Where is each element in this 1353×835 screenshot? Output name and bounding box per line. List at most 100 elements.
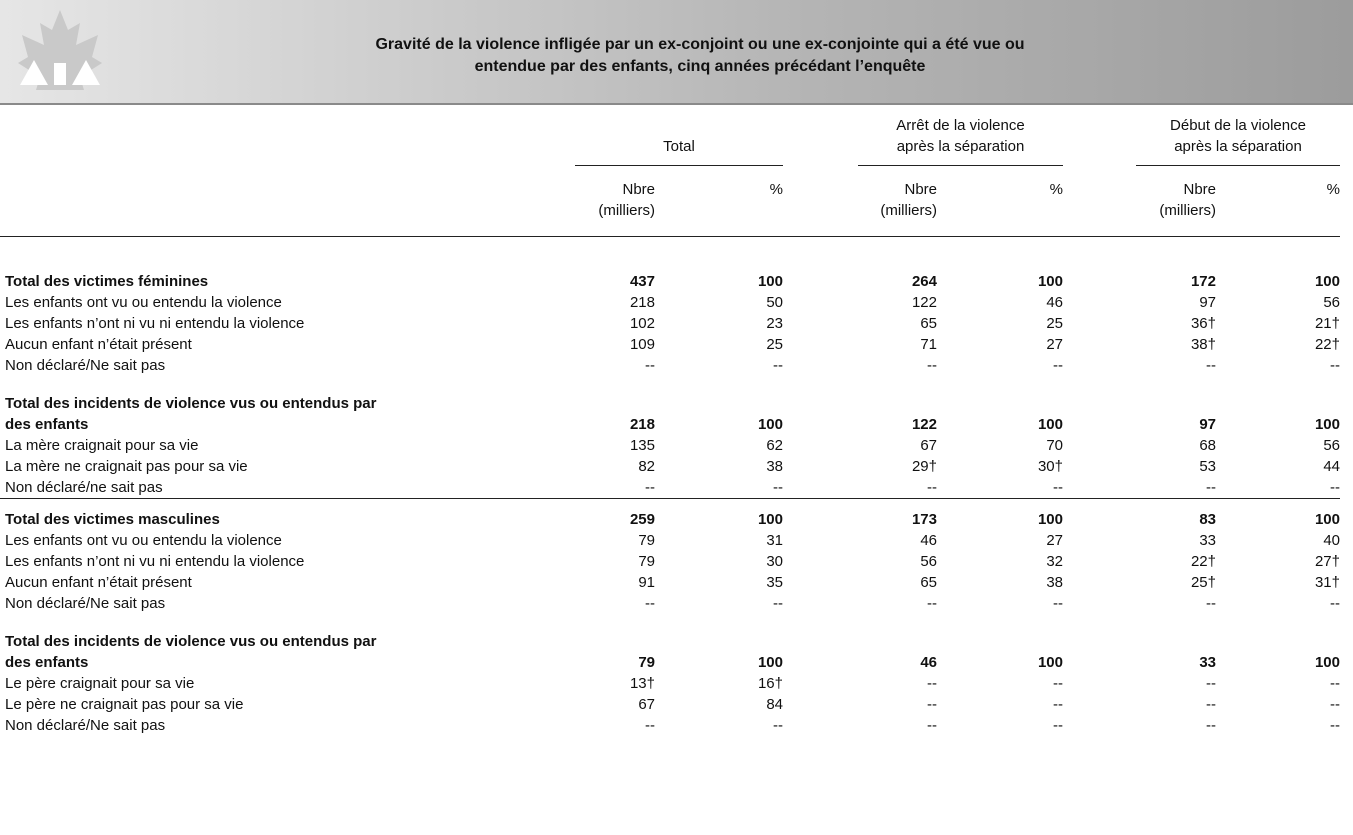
cell: 100 [1037,416,1063,433]
row-label: Aucun enfant n’était présent [5,336,192,353]
cell: 100 [1037,511,1063,528]
cell: 33 [1199,532,1216,549]
cell: 79 [638,654,655,671]
cell: 22† [1314,336,1340,353]
cell: 56 [1323,294,1340,311]
sub-header: % [769,181,783,198]
cell: -- [773,717,783,734]
cell: 122 [911,294,937,311]
group-header: Début de la violence après la séparation [1170,117,1306,155]
cell: 264 [911,273,937,290]
cell: 97 [1199,416,1216,433]
cell: 46 [920,532,937,549]
sub-header: Nbre (milliers) [1159,181,1216,219]
row-label: Le père ne craignait pas pour sa vie [5,696,244,713]
sub-header: % [1049,181,1063,198]
row-label: Les enfants n’ont ni vu ni entendu la vi… [5,553,305,570]
cell: 100 [757,654,783,671]
cell: 35 [766,574,783,591]
title: Gravité de la violence infligée par un e… [375,36,1025,75]
cell: 79 [638,532,655,549]
cell: -- [1206,717,1216,734]
row-label: Les enfants n’ont ni vu ni entendu la vi… [5,315,305,332]
row-label: Les enfants ont vu ou entendu la violenc… [5,294,282,311]
row-label: Aucun enfant n’était présent [5,574,192,591]
cell: 102 [629,315,655,332]
cell: 65 [920,315,937,332]
cell: -- [1330,479,1340,496]
cell: 16† [757,675,783,692]
cell: 100 [1314,511,1340,528]
logo [18,10,102,90]
cell: -- [927,479,937,496]
cell: 67 [920,437,937,454]
cell: 100 [1037,654,1063,671]
cell: 30† [1037,458,1063,475]
cell: 30 [766,553,783,570]
row-label: Non déclaré/Ne sait pas [5,357,166,374]
cell: 100 [1314,416,1340,433]
cell: -- [1206,479,1216,496]
cell: -- [1053,675,1063,692]
cell: 83 [1199,511,1216,528]
cell: 44 [1323,458,1340,475]
cell: 27 [1046,336,1063,353]
cell: 38† [1190,336,1216,353]
cell: 84 [766,696,783,713]
cell: -- [1330,595,1340,612]
cell: -- [1206,675,1216,692]
cell: 22† [1190,553,1216,570]
cell: -- [1206,696,1216,713]
row-label: Le père craignait pour sa vie [5,675,195,692]
cell: 135 [629,437,655,454]
row-label: Total des victimes masculines [5,511,220,528]
row-label: Non déclaré/Ne sait pas [5,595,166,612]
cell: -- [1206,595,1216,612]
cell: -- [773,357,783,374]
cell: 79 [638,553,655,570]
cell: 100 [1037,273,1063,290]
cell: 100 [1314,273,1340,290]
cell: 46 [920,654,937,671]
cell: -- [927,717,937,734]
cell: 36† [1190,315,1216,332]
rule [0,236,1340,237]
cell: -- [1053,479,1063,496]
cell: 27† [1314,553,1340,570]
cell: 21† [1314,315,1340,332]
rule [858,165,1063,166]
cell: -- [927,696,937,713]
row-label: La mère craignait pour sa vie [5,437,199,454]
cell: 31† [1314,574,1340,591]
cell: 25† [1190,574,1216,591]
cell: 33 [1199,654,1216,671]
cell: -- [1330,696,1340,713]
cell: -- [1053,696,1063,713]
sub-header: Nbre (milliers) [598,181,655,219]
row-label: Non déclaré/Ne sait pas [5,717,166,734]
cell: 53 [1199,458,1216,475]
cell: 218 [629,294,655,311]
group-header: Arrêt de la violence après la séparation [896,117,1025,155]
cell: 38 [1046,574,1063,591]
cell: -- [927,675,937,692]
rule [1136,165,1340,166]
cell: 13† [629,675,655,692]
cell: 25 [1046,315,1063,332]
cell: 23 [766,315,783,332]
cell: -- [773,595,783,612]
cell: -- [1330,357,1340,374]
cell: 71 [920,336,937,353]
cell: 29† [911,458,937,475]
row-label: Les enfants ont vu ou entendu la violenc… [5,532,282,549]
cell: -- [927,595,937,612]
cell: 218 [629,416,655,433]
cell: 32 [1046,553,1063,570]
cell: 437 [629,273,655,290]
group-header: Total [663,138,695,155]
cell: 68 [1199,437,1216,454]
cell: -- [645,479,655,496]
cell: -- [773,479,783,496]
cell: 25 [766,336,783,353]
